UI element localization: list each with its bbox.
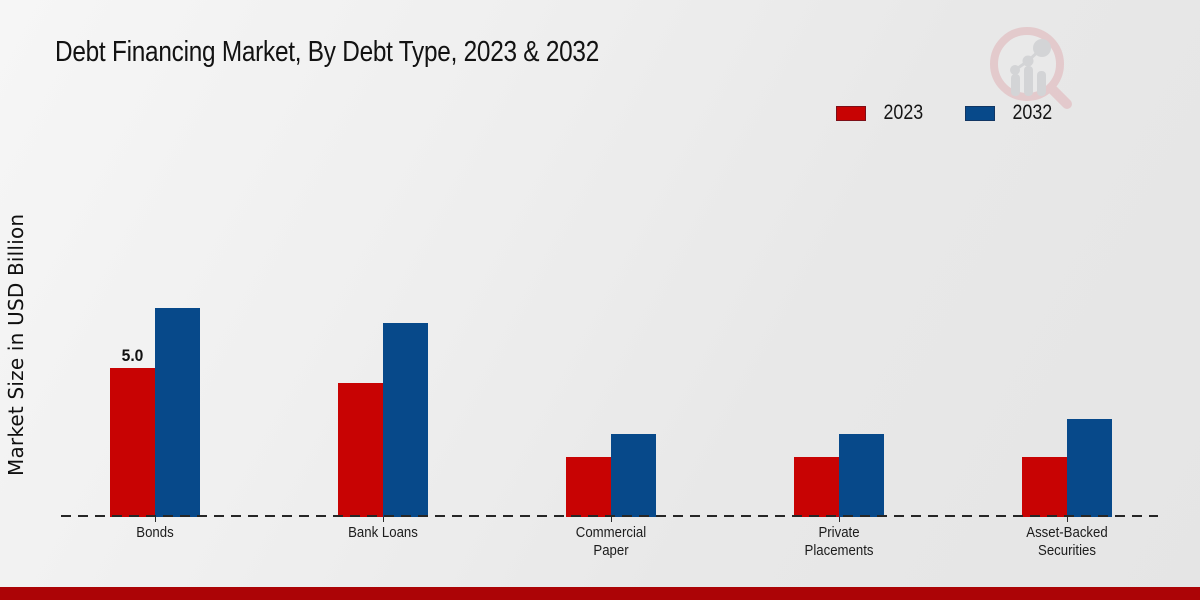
- x-tick-bank-loans: [383, 517, 384, 522]
- legend-label-2032: 2032: [1012, 101, 1052, 124]
- x-axis-label-private-placements: Private Placements: [804, 524, 874, 559]
- x-tick-commercial-paper: [611, 517, 612, 522]
- bar-2023-bonds: [110, 368, 155, 517]
- x-tick-bonds: [155, 517, 156, 522]
- bar-2023-bank-loans: [338, 383, 383, 517]
- x-axis-baseline: [61, 515, 1158, 517]
- bar-2023-private-placements: [794, 457, 839, 517]
- legend-label-2023: 2023: [883, 101, 924, 124]
- legend: 2023 2032: [836, 101, 1055, 125]
- x-tick-private-placements: [839, 517, 840, 522]
- x-axis-label-bonds: Bonds: [136, 524, 174, 541]
- footer-accent-band: [0, 587, 1200, 600]
- chart-title: Debt Financing Market, By Debt Type, 202…: [55, 36, 600, 68]
- magnifier-bar-chart-logo: [990, 27, 1072, 109]
- legend-swatch-2023: [836, 105, 866, 121]
- x-tick-asset-backed-securities: [1067, 517, 1068, 522]
- x-axis-label-asset-backed-securities: Asset-Backed Securities: [1026, 524, 1108, 559]
- bar-2032-bonds: [155, 308, 200, 517]
- legend-item-2032: 2032: [964, 101, 1056, 125]
- legend-item-2023: 2023: [836, 101, 927, 125]
- bar-2032-commercial-paper: [611, 434, 656, 517]
- x-axis-label-commercial-paper: Commercial Paper: [575, 524, 647, 559]
- x-axis-label-bank-loans: Bank Loans: [348, 524, 418, 541]
- bar-value-label: 5.0: [121, 346, 144, 365]
- bar-2023-commercial-paper: [566, 457, 611, 517]
- bar-2023-asset-backed-securities: [1022, 457, 1067, 517]
- bar-2032-asset-backed-securities: [1067, 419, 1112, 517]
- bar-2032-bank-loans: [383, 323, 428, 517]
- bar-2032-private-placements: [839, 434, 884, 517]
- legend-swatch-2032: [964, 105, 995, 121]
